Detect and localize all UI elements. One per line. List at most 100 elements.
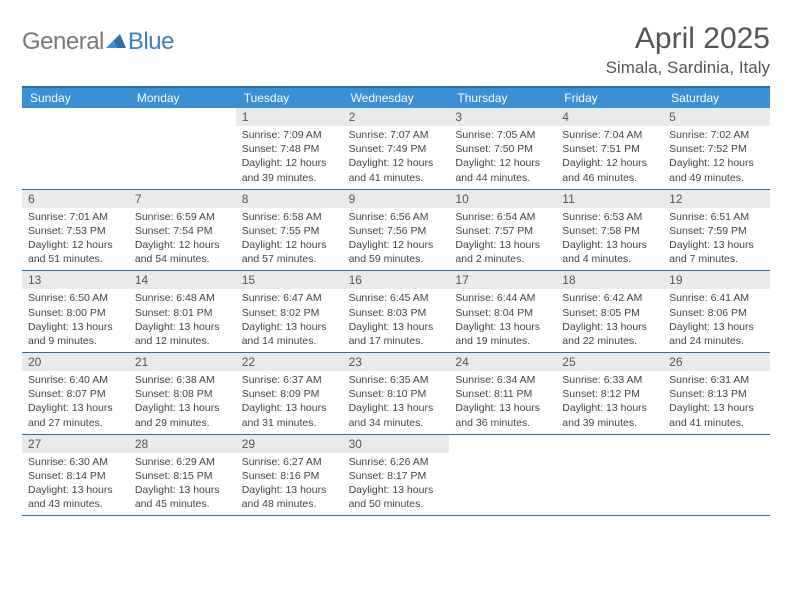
day-number [556,435,663,453]
day-number: 9 [343,190,450,208]
day-body: Sunrise: 6:44 AMSunset: 8:04 PMDaylight:… [449,289,556,352]
sunset-line: Sunset: 8:05 PM [562,306,657,320]
daylight-line: Daylight: 13 hours and 9 minutes. [28,320,123,348]
sunrise-line: Sunrise: 6:34 AM [455,373,550,387]
dow-cell: Sunday [22,88,129,108]
sunrise-line: Sunrise: 6:44 AM [455,291,550,305]
sunrise-line: Sunrise: 6:58 AM [242,210,337,224]
day-body: Sunrise: 7:04 AMSunset: 7:51 PMDaylight:… [556,126,663,189]
day-body: Sunrise: 6:54 AMSunset: 7:57 PMDaylight:… [449,208,556,271]
sunset-line: Sunset: 8:14 PM [28,469,123,483]
day-cell: 27Sunrise: 6:30 AMSunset: 8:14 PMDayligh… [22,435,129,516]
day-cell: 17Sunrise: 6:44 AMSunset: 8:04 PMDayligh… [449,271,556,352]
day-number: 25 [556,353,663,371]
sunset-line: Sunset: 8:04 PM [455,306,550,320]
sunset-line: Sunset: 8:03 PM [349,306,444,320]
sunrise-line: Sunrise: 6:45 AM [349,291,444,305]
brand-part2: Blue [128,28,174,56]
day-number: 26 [663,353,770,371]
day-cell: 12Sunrise: 6:51 AMSunset: 7:59 PMDayligh… [663,190,770,271]
day-body: Sunrise: 7:05 AMSunset: 7:50 PMDaylight:… [449,126,556,189]
sunset-line: Sunset: 7:58 PM [562,224,657,238]
sunrise-line: Sunrise: 7:04 AM [562,128,657,142]
sunrise-line: Sunrise: 6:27 AM [242,455,337,469]
day-number: 11 [556,190,663,208]
day-body [663,453,770,459]
day-number: 13 [22,271,129,289]
daylight-line: Daylight: 12 hours and 41 minutes. [349,156,444,184]
daylight-line: Daylight: 13 hours and 36 minutes. [455,401,550,429]
day-body: Sunrise: 6:33 AMSunset: 8:12 PMDaylight:… [556,371,663,434]
day-number: 21 [129,353,236,371]
sunset-line: Sunset: 7:55 PM [242,224,337,238]
day-body: Sunrise: 6:29 AMSunset: 8:15 PMDaylight:… [129,453,236,516]
day-number: 1 [236,108,343,126]
day-cell: 29Sunrise: 6:27 AMSunset: 8:16 PMDayligh… [236,435,343,516]
day-number: 5 [663,108,770,126]
day-cell: 6Sunrise: 7:01 AMSunset: 7:53 PMDaylight… [22,190,129,271]
dow-cell: Friday [556,88,663,108]
day-number: 17 [449,271,556,289]
sunset-line: Sunset: 7:52 PM [669,142,764,156]
day-number: 2 [343,108,450,126]
dow-cell: Wednesday [343,88,450,108]
day-number: 3 [449,108,556,126]
day-body: Sunrise: 7:02 AMSunset: 7:52 PMDaylight:… [663,126,770,189]
sunrise-line: Sunrise: 6:53 AM [562,210,657,224]
sunset-line: Sunset: 7:59 PM [669,224,764,238]
sunset-line: Sunset: 8:06 PM [669,306,764,320]
sunrise-line: Sunrise: 6:54 AM [455,210,550,224]
sunrise-line: Sunrise: 6:37 AM [242,373,337,387]
sunset-line: Sunset: 8:13 PM [669,387,764,401]
day-cell: 23Sunrise: 6:35 AMSunset: 8:10 PMDayligh… [343,353,450,434]
day-cell: 28Sunrise: 6:29 AMSunset: 8:15 PMDayligh… [129,435,236,516]
day-cell: 30Sunrise: 6:26 AMSunset: 8:17 PMDayligh… [343,435,450,516]
daylight-line: Daylight: 13 hours and 34 minutes. [349,401,444,429]
sunrise-line: Sunrise: 6:56 AM [349,210,444,224]
day-cell [556,435,663,516]
day-body: Sunrise: 6:47 AMSunset: 8:02 PMDaylight:… [236,289,343,352]
sunrise-line: Sunrise: 6:42 AM [562,291,657,305]
header: General Blue April 2025 Simala, Sardinia… [22,22,770,78]
day-number: 22 [236,353,343,371]
day-body: Sunrise: 6:40 AMSunset: 8:07 PMDaylight:… [22,371,129,434]
page-title: April 2025 [606,22,770,56]
brand-logo: General Blue [22,22,174,56]
day-cell [449,435,556,516]
day-number [129,108,236,126]
day-cell: 7Sunrise: 6:59 AMSunset: 7:54 PMDaylight… [129,190,236,271]
day-cell: 14Sunrise: 6:48 AMSunset: 8:01 PMDayligh… [129,271,236,352]
day-body: Sunrise: 7:09 AMSunset: 7:48 PMDaylight:… [236,126,343,189]
sunset-line: Sunset: 7:56 PM [349,224,444,238]
day-of-week-header: SundayMondayTuesdayWednesdayThursdayFrid… [22,88,770,108]
daylight-line: Daylight: 12 hours and 39 minutes. [242,156,337,184]
daylight-line: Daylight: 13 hours and 48 minutes. [242,483,337,511]
daylight-line: Daylight: 13 hours and 50 minutes. [349,483,444,511]
sunset-line: Sunset: 7:54 PM [135,224,230,238]
day-cell: 2Sunrise: 7:07 AMSunset: 7:49 PMDaylight… [343,108,450,189]
day-cell [663,435,770,516]
sunrise-line: Sunrise: 6:29 AM [135,455,230,469]
day-body: Sunrise: 6:48 AMSunset: 8:01 PMDaylight:… [129,289,236,352]
sunset-line: Sunset: 8:00 PM [28,306,123,320]
day-cell: 8Sunrise: 6:58 AMSunset: 7:55 PMDaylight… [236,190,343,271]
day-number [663,435,770,453]
day-cell: 10Sunrise: 6:54 AMSunset: 7:57 PMDayligh… [449,190,556,271]
sunrise-line: Sunrise: 6:26 AM [349,455,444,469]
day-body: Sunrise: 7:01 AMSunset: 7:53 PMDaylight:… [22,208,129,271]
day-cell: 4Sunrise: 7:04 AMSunset: 7:51 PMDaylight… [556,108,663,189]
day-number: 20 [22,353,129,371]
daylight-line: Daylight: 13 hours and 14 minutes. [242,320,337,348]
sunrise-line: Sunrise: 7:07 AM [349,128,444,142]
sunrise-line: Sunrise: 6:50 AM [28,291,123,305]
day-body: Sunrise: 6:50 AMSunset: 8:00 PMDaylight:… [22,289,129,352]
day-body: Sunrise: 6:51 AMSunset: 7:59 PMDaylight:… [663,208,770,271]
daylight-line: Daylight: 12 hours and 51 minutes. [28,238,123,266]
daylight-line: Daylight: 13 hours and 29 minutes. [135,401,230,429]
sunset-line: Sunset: 8:16 PM [242,469,337,483]
day-body [556,453,663,459]
day-cell: 1Sunrise: 7:09 AMSunset: 7:48 PMDaylight… [236,108,343,189]
day-number: 10 [449,190,556,208]
daylight-line: Daylight: 13 hours and 39 minutes. [562,401,657,429]
daylight-line: Daylight: 13 hours and 12 minutes. [135,320,230,348]
